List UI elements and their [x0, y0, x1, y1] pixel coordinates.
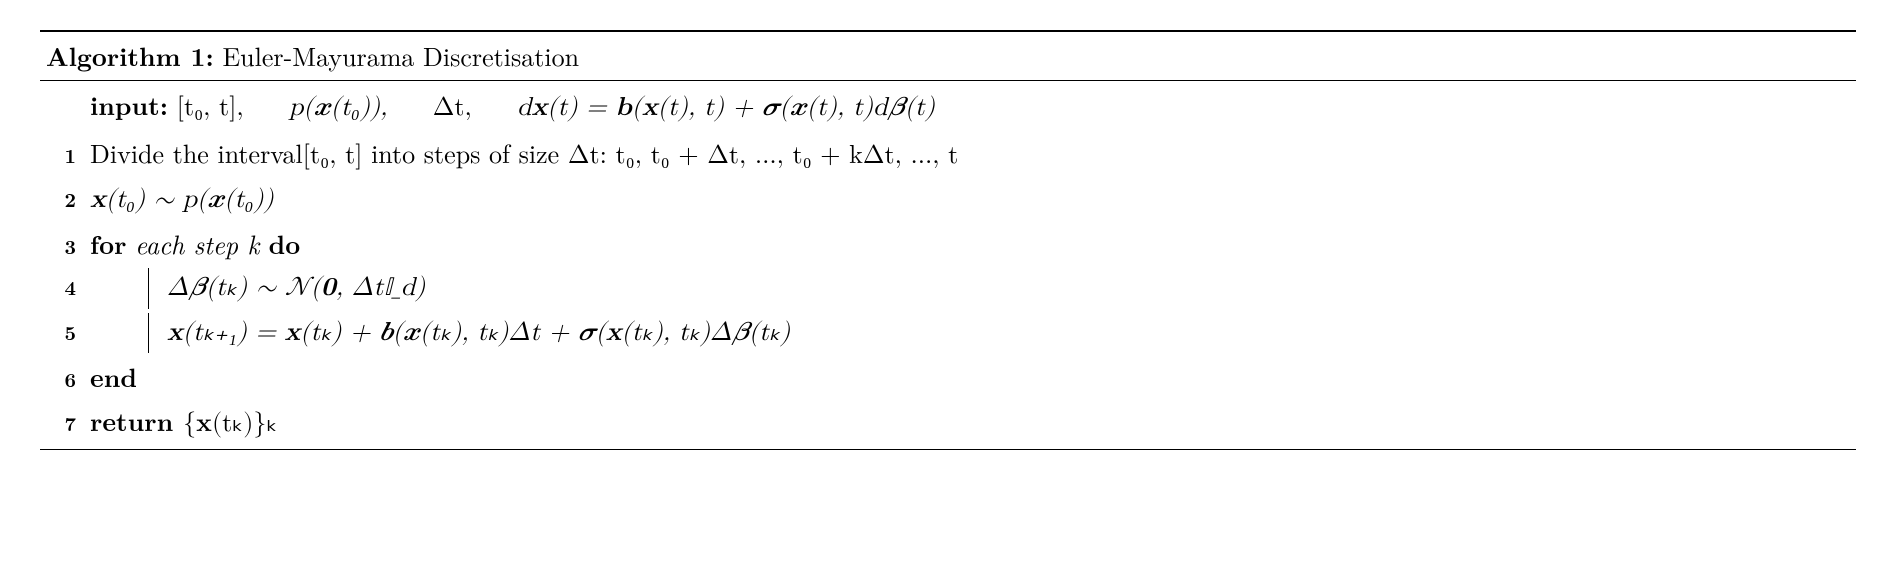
line2: 𝐱(t₀) ∼ p(𝒙(t₀)) — [90, 180, 1856, 220]
for-cond: each step k — [135, 225, 269, 262]
line1-int: [t₀, t] — [303, 143, 363, 169]
input-prior: p(𝒙(t₀)), — [289, 95, 387, 121]
line-number: 3 — [46, 230, 76, 261]
line4: Δ𝜷(tₖ) ∼ 𝒩(𝟎, Δt𝕀_d) — [148, 268, 1856, 308]
input-sde: d𝐱(t) = 𝐛(𝐱(t), t) + 𝝈(𝒙(t), t)d𝜷(t) — [517, 95, 935, 121]
algorithm-body: input: [t₀, t], p(𝒙(t₀)), Δt, d𝐱(t) = 𝐛(… — [40, 81, 1856, 448]
end-keyword: end — [90, 357, 1856, 397]
line-number: 2 — [46, 183, 76, 214]
input-dt: Δt, — [433, 95, 472, 121]
step-row: 1 Divide the interval[t₀, t] into steps … — [46, 131, 1856, 178]
end-row: 6 end — [46, 355, 1856, 399]
line1-post: : t₀, t₀ + Δt, …, t₀ + kΔt, …, t — [600, 143, 959, 169]
line1-pre: Divide the interval — [90, 134, 303, 171]
algorithm-label: Algorithm 1: — [46, 37, 214, 74]
for-keyword: for — [90, 225, 126, 262]
line-number: 5 — [46, 316, 76, 347]
input-interval: [t₀, t], — [177, 95, 244, 121]
return-keyword: return — [90, 402, 183, 439]
line1-dt: Δt — [568, 143, 600, 169]
step-row: 2 𝐱(t₀) ∼ p(𝒙(t₀)) — [46, 178, 1856, 222]
line-number: 6 — [46, 363, 76, 394]
line-number: 1 — [46, 139, 76, 170]
line5: 𝐱(tₖ₊₁) = 𝐱(tₖ) + 𝒃(𝒙(tₖ), tₖ)Δt + 𝝈(𝐱(t… — [148, 313, 1856, 353]
algorithm-title: Euler-Mayurama Discretisation — [222, 37, 579, 74]
algorithm-title-row: Algorithm 1: Euler-Mayurama Discretisati… — [40, 32, 1856, 80]
line1-mid: into steps of size — [362, 134, 567, 171]
do-keyword: do — [269, 225, 301, 262]
line-number: 7 — [46, 407, 76, 438]
step-row: 5 𝐱(tₖ₊₁) = 𝐱(tₖ) + 𝒃(𝒙(tₖ), tₖ)Δt + 𝝈(𝐱… — [46, 311, 1856, 355]
step-row: 4 Δ𝜷(tₖ) ∼ 𝒩(𝟎, Δt𝕀_d) — [46, 266, 1856, 310]
return-value: {𝐱(tₖ)}ₖ — [183, 411, 277, 437]
for-row: 3 for each step k do — [46, 222, 1856, 266]
input-row: input: [t₀, t], p(𝒙(t₀)), Δt, d𝐱(t) = 𝐛(… — [46, 83, 1856, 130]
input-keyword: input: — [90, 86, 168, 123]
return-row: 7 return {𝐱(tₖ)}ₖ — [46, 399, 1856, 446]
rule-bottom — [40, 449, 1856, 450]
algorithm-block: Algorithm 1: Euler-Mayurama Discretisati… — [40, 30, 1856, 450]
line-number: 4 — [46, 271, 76, 302]
